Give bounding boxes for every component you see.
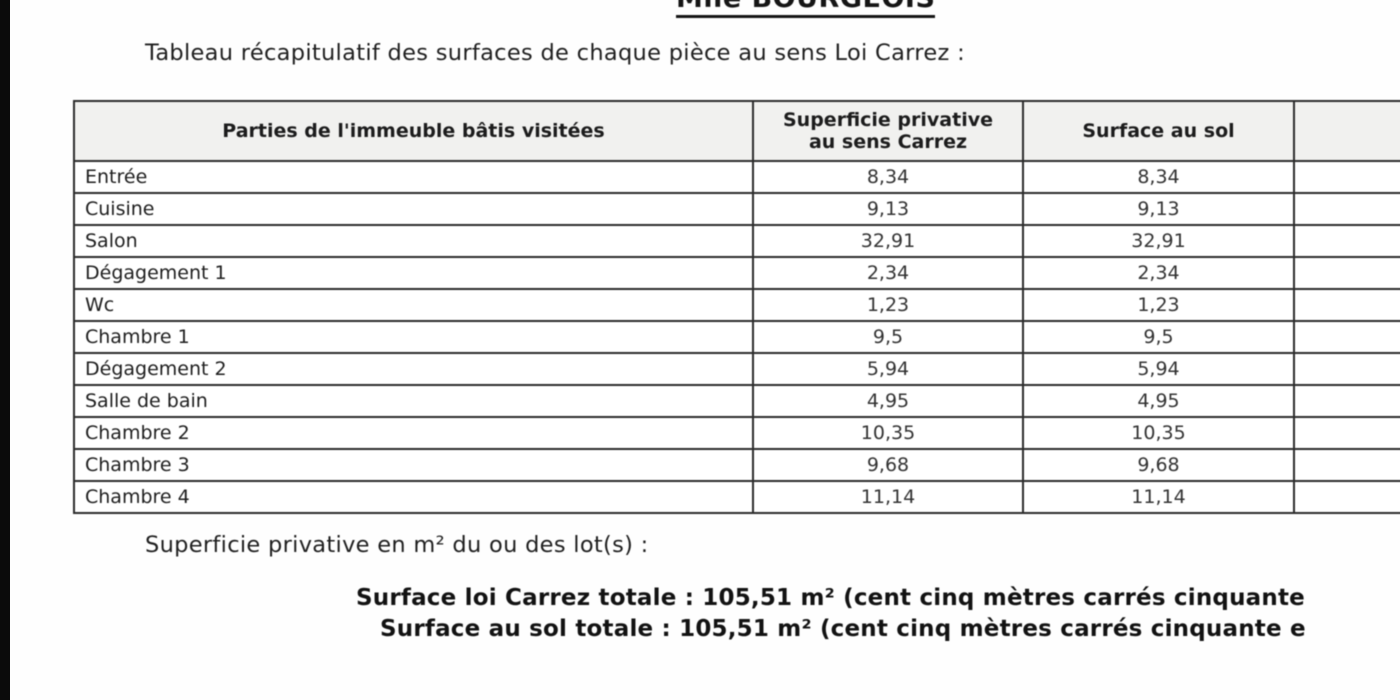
extra-cell-cropped xyxy=(1293,416,1400,450)
lots-label: Superficie privative en m² du ou des lot… xyxy=(145,532,649,558)
sol-value-cell: 9,5 xyxy=(1022,320,1295,354)
table-row: Entrée 8,34 8,34 xyxy=(73,160,1400,194)
room-name-cell: Dégagement 1 xyxy=(73,256,754,290)
sol-value-cell: 11,14 xyxy=(1022,480,1295,514)
table-row: Dégagement 2 5,94 5,94 xyxy=(73,352,1400,386)
sol-value-cell: 9,68 xyxy=(1022,448,1295,482)
table-row: Chambre 3 9,68 9,68 xyxy=(73,448,1400,482)
header-parties: Parties de l'immeuble bâtis visitées xyxy=(73,100,754,162)
room-name-cell: Cuisine xyxy=(73,192,754,226)
extra-cell-cropped xyxy=(1293,160,1400,194)
room-name-cell: Chambre 1 xyxy=(73,320,754,354)
sol-value-cell: 32,91 xyxy=(1022,224,1295,258)
carrez-value-cell: 8,34 xyxy=(752,160,1024,194)
room-name-cell: Chambre 2 xyxy=(73,416,754,450)
extra-cell-cropped xyxy=(1293,320,1400,354)
sol-value-cell: 10,35 xyxy=(1022,416,1295,450)
header-extra-cropped xyxy=(1293,100,1400,162)
intro-text: Tableau récapitulatif des surfaces de ch… xyxy=(145,40,965,66)
room-name-cell: Salon xyxy=(73,224,754,258)
surface-table: Parties de l'immeuble bâtis visitées Sup… xyxy=(73,100,1400,514)
sol-value-cell: 5,94 xyxy=(1022,352,1295,386)
room-name-cell: Salle de bain xyxy=(73,384,754,418)
table-row: Cuisine 9,13 9,13 xyxy=(73,192,1400,226)
sol-value-cell: 1,23 xyxy=(1022,288,1295,322)
sol-value-cell: 9,13 xyxy=(1022,192,1295,226)
total-carrez-line: Surface loi Carrez totale : 105,51 m² (c… xyxy=(356,585,1305,611)
table-header-row: Parties de l'immeuble bâtis visitées Sup… xyxy=(73,100,1400,162)
table-row: Salon 32,91 32,91 xyxy=(73,224,1400,258)
table-row: Chambre 2 10,35 10,35 xyxy=(73,416,1400,450)
carrez-value-cell: 5,94 xyxy=(752,352,1024,386)
carrez-value-cell: 9,68 xyxy=(752,448,1024,482)
room-name-cell: Chambre 3 xyxy=(73,448,754,482)
extra-cell-cropped xyxy=(1293,480,1400,514)
carrez-value-cell: 4,95 xyxy=(752,384,1024,418)
addressee-name: Mlle BOURGEOIS xyxy=(676,0,936,18)
table-row: Wc 1,23 1,23 xyxy=(73,288,1400,322)
extra-cell-cropped xyxy=(1293,352,1400,386)
extra-cell-cropped xyxy=(1293,448,1400,482)
carrez-value-cell: 9,13 xyxy=(752,192,1024,226)
header-superficie-carrez: Superficie privative au sens Carrez xyxy=(752,100,1024,162)
carrez-value-cell: 2,34 xyxy=(752,256,1024,290)
carrez-value-cell: 11,14 xyxy=(752,480,1024,514)
table-row: Dégagement 1 2,34 2,34 xyxy=(73,256,1400,290)
room-name-cell: Entrée xyxy=(73,160,754,194)
header-surface-sol: Surface au sol xyxy=(1022,100,1295,162)
sol-value-cell: 4,95 xyxy=(1022,384,1295,418)
scan-edge-left xyxy=(0,0,10,700)
extra-cell-cropped xyxy=(1293,288,1400,322)
extra-cell-cropped xyxy=(1293,256,1400,290)
table-row: Chambre 4 11,14 11,14 xyxy=(73,480,1400,514)
table-row: Salle de bain 4,95 4,95 xyxy=(73,384,1400,418)
table-row: Chambre 1 9,5 9,5 xyxy=(73,320,1400,354)
carrez-value-cell: 32,91 xyxy=(752,224,1024,258)
carrez-value-cell: 9,5 xyxy=(752,320,1024,354)
extra-cell-cropped xyxy=(1293,384,1400,418)
room-name-cell: Wc xyxy=(73,288,754,322)
sol-value-cell: 2,34 xyxy=(1022,256,1295,290)
sol-value-cell: 8,34 xyxy=(1022,160,1295,194)
carrez-value-cell: 10,35 xyxy=(752,416,1024,450)
total-sol-line: Surface au sol totale : 105,51 m² (cent … xyxy=(380,616,1306,642)
carrez-value-cell: 1,23 xyxy=(752,288,1024,322)
extra-cell-cropped xyxy=(1293,192,1400,226)
room-name-cell: Dégagement 2 xyxy=(73,352,754,386)
extra-cell-cropped xyxy=(1293,224,1400,258)
room-name-cell: Chambre 4 xyxy=(73,480,754,514)
